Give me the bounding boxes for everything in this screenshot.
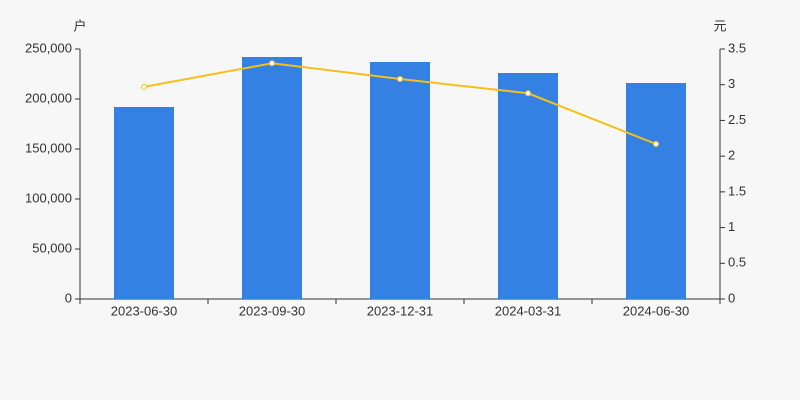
y-tick-label: 100,000 [25,190,72,205]
line-point [397,76,403,82]
y2-tick-label: 0.5 [728,255,746,270]
y2-tick-label: 0 [728,290,735,305]
line-point [653,141,659,147]
y2-tick-label: 1.5 [728,183,746,198]
y-tick-label: 250,000 [25,40,72,55]
x-tick-label: 2023-06-30 [111,303,178,318]
x-tick-label: 2024-06-30 [623,303,690,318]
y-axis-unit: 户 [73,18,86,33]
line-point [525,90,531,97]
bar [626,83,686,299]
y-tick-label: 0 [65,290,72,305]
x-tick-label: 2023-12-31 [367,303,434,318]
x-tick-label: 2024-03-31 [495,303,562,318]
x-tick-label: 2023-09-30 [239,303,306,318]
bar [370,62,430,299]
y2-tick-label: 3 [728,76,735,91]
line-point [269,60,275,67]
bar [242,57,302,299]
bar [114,107,174,299]
y-tick-label: 150,000 [25,140,72,155]
line-point [141,83,147,90]
y2-tick-label: 3.5 [728,40,746,55]
bar [498,73,558,299]
y2-tick-label: 2 [728,148,735,163]
y2-tick-label: 2.5 [728,112,746,127]
y-tick-label: 200,000 [25,90,72,105]
y2-axis-unit: 元 [713,18,726,33]
y2-tick-label: 1 [728,219,735,234]
y-tick-label: 50,000 [32,240,72,255]
